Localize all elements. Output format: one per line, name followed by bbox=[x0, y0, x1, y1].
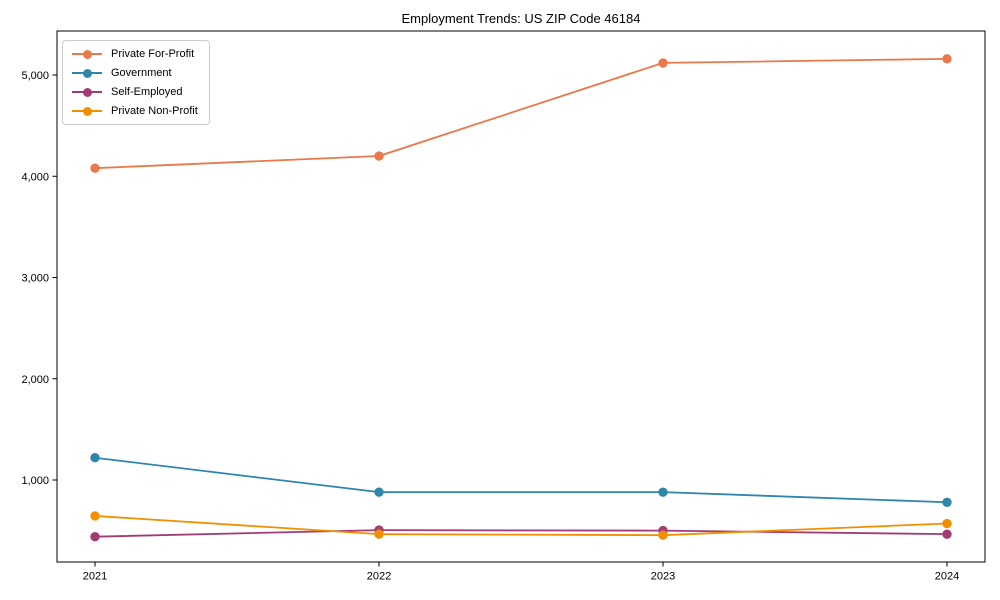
y-tick-label: 4,000 bbox=[21, 171, 49, 183]
data-point-government-2024 bbox=[942, 497, 952, 507]
chart-title: Employment Trends: US ZIP Code 46184 bbox=[402, 11, 641, 26]
legend-line-marker-icon bbox=[72, 87, 102, 97]
data-point-private-non-profit-2022 bbox=[374, 529, 384, 539]
data-point-private-for-profit-2023 bbox=[658, 58, 668, 68]
data-point-private-for-profit-2021 bbox=[90, 163, 100, 173]
legend-label: Self-Employed bbox=[111, 86, 183, 98]
data-point-private-non-profit-2023 bbox=[658, 530, 668, 540]
legend-label: Private Non-Profit bbox=[111, 105, 198, 117]
y-tick-label: 1,000 bbox=[21, 475, 49, 487]
data-point-self-employed-2021 bbox=[90, 531, 100, 542]
x-tick-label: 2023 bbox=[651, 571, 675, 583]
x-tick-label: 2024 bbox=[935, 571, 959, 583]
data-point-private-non-profit-2024 bbox=[942, 518, 952, 529]
plot-frame bbox=[56, 30, 986, 563]
legend-line-marker-icon bbox=[72, 68, 102, 78]
data-point-government-2023 bbox=[658, 487, 668, 497]
data-point-private-for-profit-2022 bbox=[374, 151, 384, 161]
legend-label: Government bbox=[111, 67, 172, 79]
legend-item-private-for-profit: Private For-Profit bbox=[72, 48, 198, 60]
series-line-private-for-profit bbox=[94, 57, 948, 170]
legend: Private For-Profit Government Self-Employe… bbox=[62, 40, 210, 125]
legend-label: Private For-Profit bbox=[111, 48, 195, 60]
y-tick-label: 2,000 bbox=[21, 374, 49, 386]
data-point-government-2021 bbox=[90, 453, 100, 463]
data-point-government-2022 bbox=[374, 487, 384, 497]
data-point-private-non-profit-2021 bbox=[90, 511, 100, 521]
legend-item-private-non-profit: Private Non-Profit bbox=[72, 105, 198, 117]
data-point-self-employed-2024 bbox=[942, 529, 952, 539]
legend-item-government: Government bbox=[72, 67, 198, 79]
legend-item-self-employed: Self-Employed bbox=[72, 86, 198, 98]
series-line-private-non-profit bbox=[94, 515, 948, 537]
legend-line-marker-icon bbox=[72, 49, 102, 59]
data-point-private-for-profit-2024 bbox=[942, 54, 952, 64]
series-line-government bbox=[94, 456, 948, 504]
legend-line-marker-icon bbox=[72, 106, 102, 116]
series-line-self-employed bbox=[94, 529, 948, 538]
x-tick-label: 2022 bbox=[367, 571, 391, 583]
y-tick-label: 3,000 bbox=[21, 273, 49, 285]
y-tick-label: 5,000 bbox=[21, 70, 49, 82]
x-tick-label: 2021 bbox=[83, 571, 107, 583]
